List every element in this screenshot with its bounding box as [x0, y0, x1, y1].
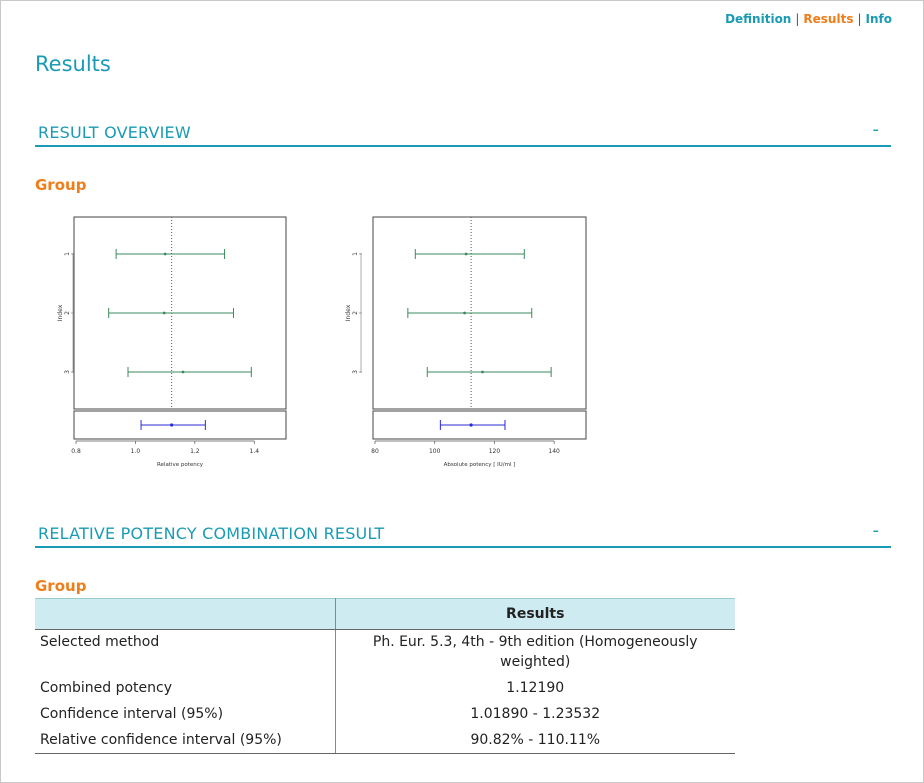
nav-separator: |: [795, 12, 800, 26]
row-key-relative-confidence-interval: Relative confidence interval (95%): [35, 727, 336, 754]
combined-panel-frame: [73, 410, 287, 440]
nav-separator: |: [857, 12, 862, 26]
table-header-row: Results: [35, 598, 735, 630]
y-tick-label: 2: [64, 311, 71, 315]
estimate-point: [464, 252, 468, 256]
y-axis-label: Index: [57, 304, 64, 321]
estimate-point: [162, 311, 166, 315]
estimate-point: [181, 370, 185, 374]
row-value-selected-method: Ph. Eur. 5.3, 4th - 9th edition (Homogen…: [372, 634, 698, 670]
result-overview-title: RESULT OVERVIEW: [38, 123, 191, 142]
result-overview-collapse-toggle[interactable]: -: [872, 119, 880, 140]
relative-potency-plot: Index 1 2 3 0.8 1.0 1.2 1.4 Relative potency: [55, 205, 295, 479]
y-tick-label: 1: [64, 252, 71, 256]
estimate-point: [463, 311, 466, 315]
x-axis-label: Relative potency: [157, 462, 204, 468]
x-tick-label: 1.4: [250, 448, 260, 455]
absolute-potency-plot: Index 1 2 3 80 100 120 140 Absolute potency [ IU…: [343, 205, 603, 479]
result-overview-header: RESULT OVERVIEW -: [35, 119, 891, 147]
table-row: Selected method Ph. Eur. 5.3, 4th - 9th …: [35, 629, 735, 675]
combination-result-header: RELATIVE POTENCY COMBINATION RESULT -: [35, 520, 891, 548]
combination-results-table: Results Selected method Ph. Eur. 5.3, 4t…: [35, 598, 735, 754]
combined-panel-frame: [372, 410, 587, 440]
table-row: Confidence interval (95%) 1.01890 - 1.23…: [35, 701, 735, 727]
x-tick-label: 140: [548, 448, 560, 455]
row-value-combined-potency: 1.12190: [506, 680, 565, 696]
nav-definition-link[interactable]: Definition: [725, 12, 792, 26]
overview-group-label: Group: [35, 176, 87, 194]
x-axis-label: Absolute potency [ IU/ml ]: [444, 462, 516, 468]
row-value-confidence-interval: 1.01890 - 1.23532: [470, 706, 601, 722]
table-header-results: Results: [335, 598, 735, 630]
combination-result-collapse-toggle[interactable]: -: [872, 520, 880, 541]
row-value-relative-confidence-interval: 90.82% - 110.11%: [335, 727, 735, 754]
x-tick-label: 120: [489, 448, 501, 455]
forest-panel-frame: [372, 216, 587, 410]
nav-results-link[interactable]: Results: [803, 12, 854, 26]
estimate-point: [163, 252, 167, 256]
y-tick-label: 3: [352, 370, 359, 374]
combined-estimate-point: [469, 423, 473, 427]
combined-estimate-point: [170, 423, 174, 427]
nav-info-link[interactable]: Info: [865, 12, 892, 26]
relative-potency-chart: Index 1 2 3 0.8 1.0 1.2 1.4 Relative potency: [57, 216, 287, 468]
combination-result-title: RELATIVE POTENCY COMBINATION RESULT: [38, 524, 385, 543]
row-key-combined-potency: Combined potency: [35, 675, 336, 701]
table-row: Combined potency 1.12190: [35, 675, 735, 701]
y-axis-label: Index: [345, 304, 352, 321]
top-nav: Definition | Results | Info: [725, 12, 892, 26]
table-row: Relative confidence interval (95%) 90.82…: [35, 727, 735, 754]
estimate-point: [481, 370, 484, 374]
x-tick-label: 100: [429, 448, 441, 455]
x-tick-label: 80: [371, 448, 379, 455]
row-key-confidence-interval: Confidence interval (95%): [35, 701, 336, 727]
page-title: Results: [35, 52, 111, 76]
y-tick-label: 1: [352, 252, 359, 256]
x-tick-label: 1.2: [190, 448, 200, 455]
x-tick-label: 0.8: [71, 448, 81, 455]
table-header-empty: [35, 598, 336, 630]
row-key-selected-method: Selected method: [35, 629, 336, 675]
combination-group-label: Group: [35, 577, 87, 595]
x-tick-label: 1.0: [131, 448, 141, 455]
absolute-potency-chart: Index 1 2 3 80 100 120 140 Absolute potency [ IU…: [345, 216, 587, 468]
y-tick-label: 3: [64, 370, 71, 374]
y-tick-label: 2: [352, 311, 359, 315]
